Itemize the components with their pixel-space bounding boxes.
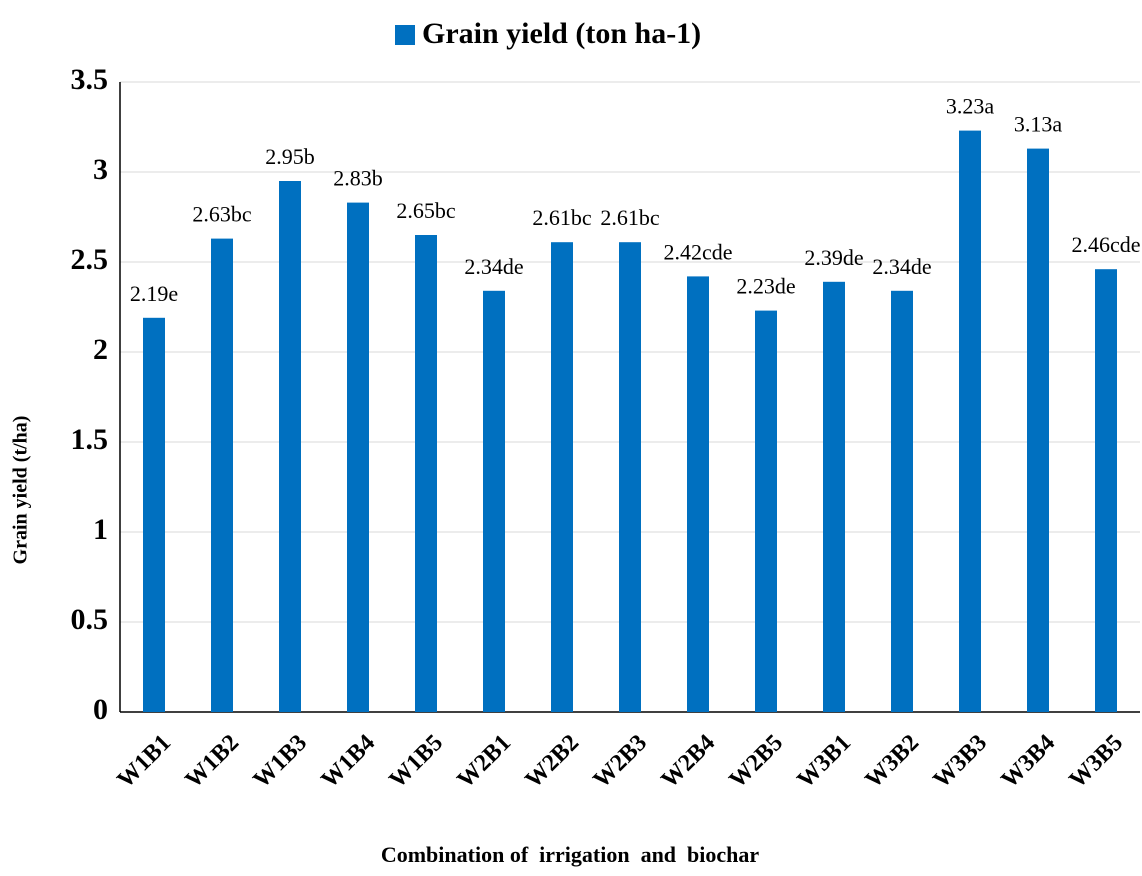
x-tick-label: W3B4: [996, 730, 1060, 794]
bar: [619, 242, 641, 712]
x-axis-title: Combination of irrigation and biochar: [381, 842, 760, 867]
x-tick-label: W3B1: [792, 730, 856, 794]
data-label: 2.61bc: [532, 205, 592, 230]
y-tick-label: 0: [93, 693, 108, 726]
data-label: 2.65bc: [396, 198, 456, 223]
x-tick-label: W3B5: [1064, 730, 1128, 794]
x-tick-label: W1B1: [112, 730, 176, 794]
y-tick-label: 1.5: [71, 423, 109, 456]
x-tick-label: W2B4: [656, 730, 720, 794]
data-label: 3.13a: [1014, 112, 1063, 137]
x-tick-label: W1B3: [248, 730, 312, 794]
data-label: 2.39de: [804, 245, 863, 270]
bar: [211, 238, 233, 712]
data-label: 2.42cde: [663, 239, 732, 264]
bar: [1027, 148, 1049, 713]
x-tick-label: W1B5: [384, 730, 448, 794]
bar: [415, 235, 437, 712]
x-tick-label: W2B3: [588, 730, 652, 794]
bar: [483, 290, 505, 712]
data-label: 3.23a: [946, 94, 995, 119]
data-label: 2.63bc: [192, 202, 252, 227]
bar: [755, 310, 777, 712]
bar: [551, 242, 573, 712]
y-axis-title: Grain yield (t/ha): [10, 416, 32, 565]
bar: [687, 276, 709, 712]
y-tick-label: 2.5: [71, 243, 109, 276]
y-tick-label: 3.5: [71, 63, 109, 96]
data-label: 2.95b: [265, 144, 315, 169]
data-label: 2.19e: [130, 281, 178, 306]
x-tick-label: W3B3: [928, 730, 992, 794]
x-tick-label: W2B1: [452, 730, 516, 794]
x-tick-label: W2B2: [520, 730, 584, 794]
data-label: 2.61bc: [600, 205, 660, 230]
data-label: 2.34de: [872, 254, 931, 279]
bar: [279, 181, 301, 712]
x-tick-label: W1B2: [180, 730, 244, 794]
bar: [347, 202, 369, 712]
legend-label: Grain yield (ton ha-1): [422, 17, 701, 50]
bar: [959, 130, 981, 713]
x-tick-label: W2B5: [724, 730, 788, 794]
data-label: 2.83b: [333, 166, 383, 191]
y-tick-label: 3: [93, 153, 108, 186]
bar: [823, 281, 845, 712]
data-label: 2.46cde: [1071, 232, 1140, 257]
y-tick-label: 0.5: [71, 603, 109, 636]
y-tick-label: 2: [93, 333, 108, 366]
data-label: 2.23de: [736, 274, 795, 299]
x-tick-label: W1B4: [316, 730, 380, 794]
legend-swatch: [395, 25, 415, 45]
x-tick-label: W3B2: [860, 730, 924, 794]
bar: [1095, 269, 1117, 712]
bar: [891, 290, 913, 712]
bar: [143, 317, 165, 712]
y-tick-label: 1: [93, 513, 108, 546]
data-label: 2.34de: [464, 254, 523, 279]
